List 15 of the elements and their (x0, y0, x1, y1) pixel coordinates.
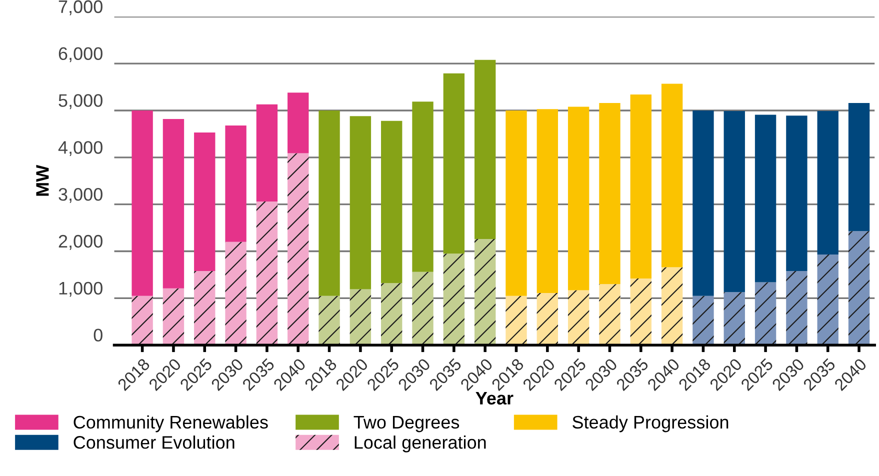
legend-label: Local generation (354, 436, 486, 452)
legend-label: Community Renewables (74, 415, 268, 432)
x-axis-title: Year (476, 392, 514, 405)
legend-label: Steady Progression (572, 415, 728, 432)
y-tick-label: 0 (94, 328, 102, 342)
y-tick-label: 2,000 (58, 234, 102, 250)
legend-label: Consumer Evolution (74, 436, 234, 449)
legend-label: Two Degrees (354, 416, 460, 432)
y-tick-label: 7,000 (58, 0, 102, 16)
y-tick-label: 3,000 (58, 188, 102, 203)
y-tick-label: 4,000 (58, 141, 102, 156)
y-tick-label: 5,000 (58, 94, 102, 110)
y-tick-label: 1,000 (59, 282, 102, 297)
y-axis-title: MW (36, 164, 49, 196)
y-tick-label: 6,000 (58, 47, 102, 62)
